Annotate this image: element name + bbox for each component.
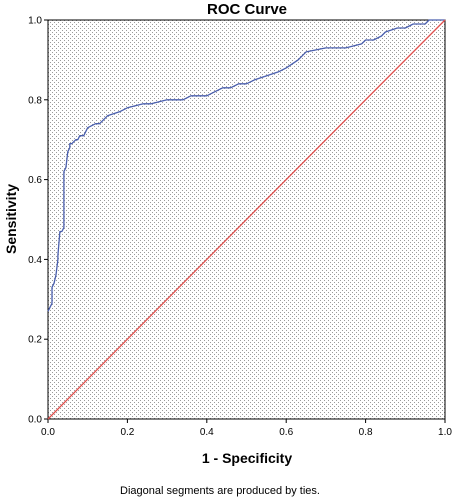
y-tick-label: 0.4 [28,255,42,266]
axis-ticks: 0.0 0.2 0.4 0.6 0.8 1.0 0.0 0.2 0.4 0.6 0.8 1.0 [28,16,452,439]
y-tick-label: 0.2 [28,335,42,346]
y-tick-label: 0.6 [28,175,42,186]
plot-frame [47,19,446,420]
x-tick-label: 0.2 [120,427,134,438]
reference-diagonal-line [47,19,446,420]
x-tick-label: 0.6 [279,427,293,438]
y-tick-label: 0.8 [28,95,42,106]
series-lines [47,19,446,420]
x-tick-label: 0.4 [200,427,214,438]
roc-curve-line [47,19,445,312]
y-tick-label: 1.0 [28,16,42,27]
chart-footnote: Diagonal segments are produced by ties. [120,485,320,497]
x-tick-label: 0.0 [41,427,55,438]
chart-title: ROC Curve [207,1,287,18]
x-axis-title: 1 - Specificity [202,450,292,466]
y-tick-label: 0.0 [28,415,42,426]
y-axis-title: Sensitivity [3,184,19,254]
x-tick-label: 1.0 [438,427,452,438]
x-tick-label: 0.8 [359,427,373,438]
